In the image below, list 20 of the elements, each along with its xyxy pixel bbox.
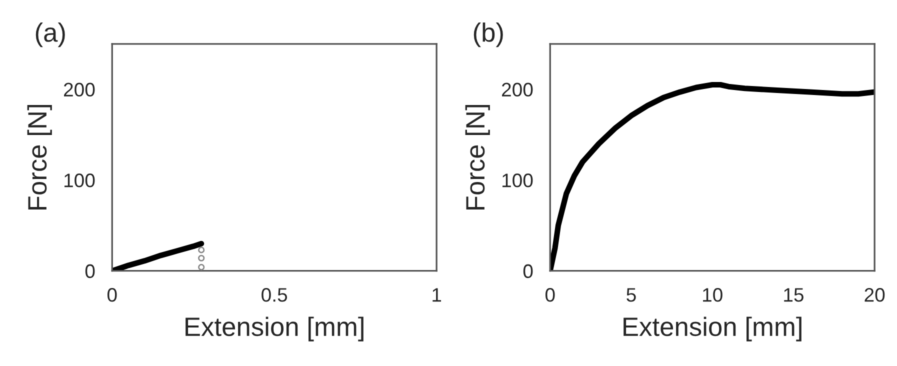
x-tick-label: 1 — [432, 288, 442, 302]
y-tick-label: 0 — [523, 264, 533, 278]
y-tick-label: 200 — [502, 82, 533, 97]
x-tick-label: 5 — [626, 288, 636, 302]
x-tick-label: 0 — [107, 288, 117, 302]
chart-title: (a) — [36, 22, 65, 48]
y-tick-label: 100 — [64, 174, 95, 188]
x-axis-title: Extension [mm] — [186, 316, 364, 342]
y-tick-label: 100 — [502, 174, 533, 188]
y-axis-title: Force [N] — [465, 105, 490, 210]
x-tick-label: 0.5 — [262, 288, 288, 302]
x-tick-label: 15 — [784, 288, 804, 302]
x-axis-title: Extension [mm] — [624, 316, 802, 342]
y-tick-label: 0 — [85, 264, 95, 278]
x-tick-label: 10 — [703, 288, 722, 302]
x-tick-label: 0 — [545, 288, 555, 302]
chart-title: (b) — [474, 22, 503, 48]
y-tick-label: 200 — [64, 82, 95, 97]
x-tick-label: 20 — [864, 288, 885, 302]
y-axis-title: Force [N] — [27, 105, 52, 210]
